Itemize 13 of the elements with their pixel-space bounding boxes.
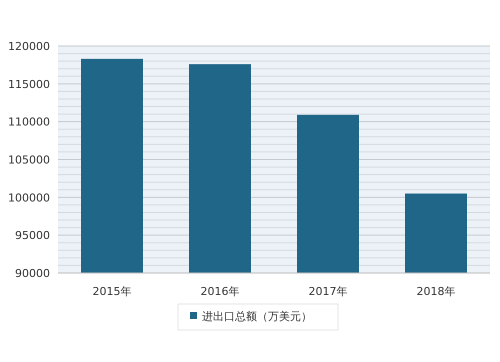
x-tick-label: 2018年: [416, 285, 456, 298]
x-tick-label: 2016年: [200, 285, 240, 298]
x-tick-label: 2015年: [92, 285, 132, 298]
y-tick-label: 100000: [8, 191, 50, 204]
y-tick-label: 90000: [15, 267, 50, 280]
legend-label: 进出口总额（万美元）: [202, 310, 312, 323]
legend: 进出口总额（万美元）: [178, 304, 338, 330]
y-tick-label: 95000: [15, 229, 50, 242]
y-tick-label: 105000: [8, 154, 50, 166]
y-tick-label: 115000: [8, 78, 50, 91]
x-tick-label: 2017年: [308, 285, 348, 298]
y-tick-label: 120000: [8, 40, 50, 53]
y-tick-label: 110000: [8, 116, 50, 129]
